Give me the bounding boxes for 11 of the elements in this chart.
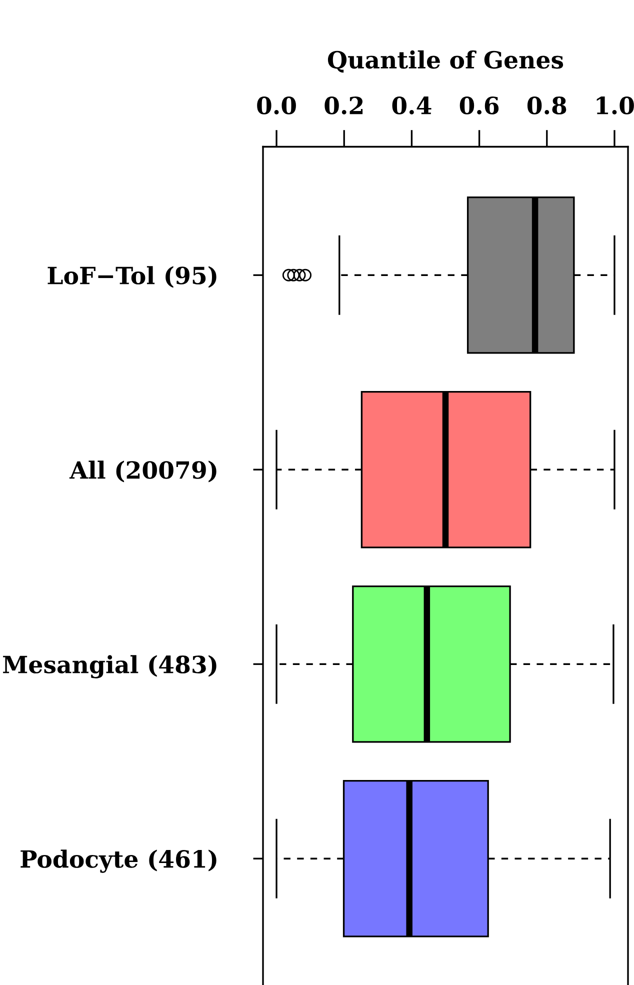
y-tick-label: LoF−Tol (95) bbox=[48, 266, 216, 288]
y-tick-label: Mesangial (483) bbox=[3, 655, 216, 678]
x-axis-title: Quantile of Genes bbox=[328, 50, 564, 73]
y-tick-label: Podocyte (461) bbox=[20, 850, 216, 873]
x-tick-label: 0.8 bbox=[527, 96, 566, 114]
x-tick-label: 0.6 bbox=[460, 96, 499, 114]
y-tick-label: All (20079) bbox=[69, 460, 216, 482]
x-tick-label: 1.0 bbox=[596, 96, 634, 114]
x-tick-label: 0.2 bbox=[324, 96, 363, 114]
x-tick-label: 0.4 bbox=[392, 96, 432, 114]
x-tick-label: 0.0 bbox=[257, 96, 296, 114]
